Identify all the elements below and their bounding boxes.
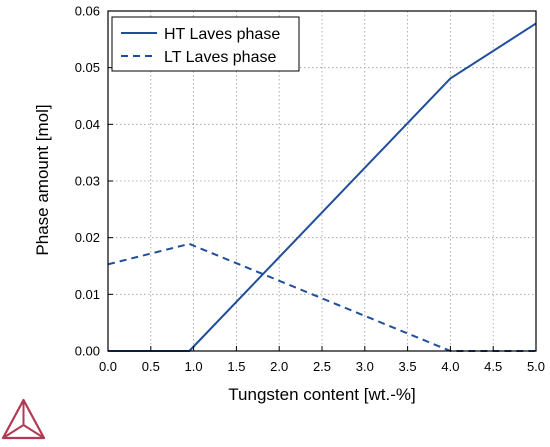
x-tick-label: 1.5 bbox=[227, 359, 245, 374]
logo-stroke bbox=[2, 424, 25, 439]
x-tick-label: 3.5 bbox=[399, 359, 417, 374]
y-tick-label: 0.02 bbox=[75, 230, 100, 245]
x-tick-label: 4.0 bbox=[441, 359, 459, 374]
y-tick-label: 0.04 bbox=[75, 117, 100, 132]
y-tick-label: 0.06 bbox=[75, 4, 100, 19]
y-tick-label: 0.05 bbox=[75, 60, 100, 75]
x-tick-label: 1.0 bbox=[185, 359, 203, 374]
x-tick-label: 2.5 bbox=[313, 359, 331, 374]
y-tick-label: 0.03 bbox=[75, 174, 100, 189]
y-axis-title: Phase amount [mol] bbox=[33, 104, 52, 255]
thermo-calc-triangle-logo bbox=[1, 398, 46, 440]
x-tick-label: 0.5 bbox=[142, 359, 160, 374]
legend-label-lt-laves: LT Laves phase bbox=[164, 49, 276, 66]
legend: HT Laves phase LT Laves phase bbox=[111, 16, 300, 72]
logo-outline bbox=[1, 398, 46, 440]
logo-stroke bbox=[22, 424, 45, 439]
legend-box bbox=[111, 16, 300, 72]
x-axis-title: Tungsten content [wt.-%] bbox=[228, 385, 415, 404]
y-tick-label: 0.00 bbox=[75, 344, 100, 359]
y-tick-label: 0.01 bbox=[75, 287, 100, 302]
x-tick-label: 0.0 bbox=[99, 359, 117, 374]
x-tick-label: 3.0 bbox=[356, 359, 374, 374]
x-tick-label: 4.5 bbox=[484, 359, 502, 374]
x-tick-label: 2.0 bbox=[270, 359, 288, 374]
axis-ticks: 0.0 0.5 1.0 1.5 2.0 2.5 3.0 3.5 4.0 4.5 5.0 0.00 0.0… bbox=[75, 4, 545, 375]
legend-label-ht-laves: HT Laves phase bbox=[164, 26, 280, 43]
x-tick-label: 5.0 bbox=[527, 359, 545, 374]
